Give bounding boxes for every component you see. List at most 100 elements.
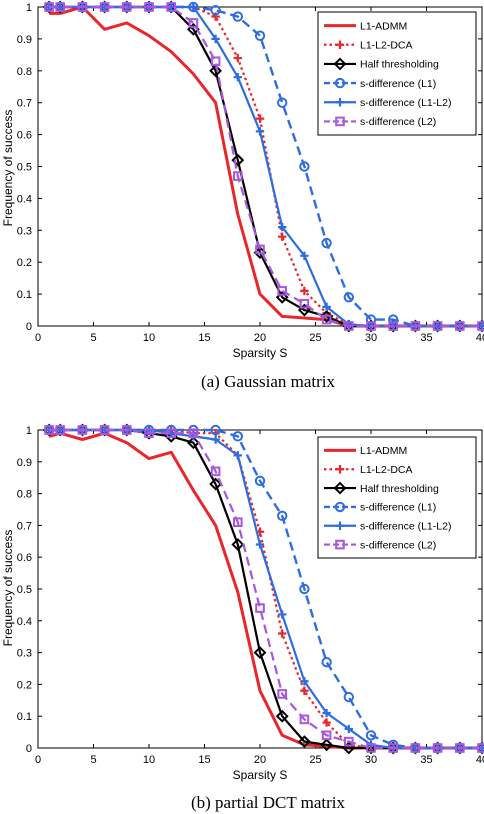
x-tick-label: 0 [35, 332, 41, 344]
data-point-marker [254, 30, 266, 41]
y-tick-label: 0.2 [17, 679, 32, 691]
data-point-marker [210, 4, 221, 16]
legend-marker [335, 116, 345, 127]
data-point-marker [321, 730, 332, 741]
legend-entry: s-difference (L1-L2) [360, 97, 451, 109]
y-tick-label: 0.2 [17, 257, 32, 269]
y-tick-label: 0.7 [17, 520, 32, 532]
data-point-marker [300, 286, 309, 296]
data-point-marker [77, 2, 88, 12]
data-point-marker [144, 428, 154, 438]
data-point-marker [278, 629, 287, 638]
data-point-marker [210, 424, 221, 436]
data-point-marker [477, 321, 484, 331]
data-point-marker [455, 743, 465, 753]
data-point-marker [477, 321, 484, 331]
legend-entry: L1-L2-DCA [360, 464, 413, 476]
x-tick-label: 10 [143, 754, 155, 766]
data-point-marker [231, 538, 245, 551]
data-point-marker [299, 298, 310, 309]
data-point-marker [344, 724, 353, 734]
legend-marker [335, 539, 345, 550]
y-tick-label: 1 [26, 2, 32, 14]
data-point-marker [189, 2, 198, 12]
data-point-marker [299, 583, 310, 595]
figure-caption: (b) partial DCT matrix [191, 793, 346, 812]
data-point-marker [432, 321, 443, 331]
legend-box [317, 11, 477, 136]
x-axis-label: Sparsity S [233, 346, 288, 360]
data-point-marker [320, 310, 334, 323]
legend-marker [335, 465, 345, 474]
y-tick-label: 0.9 [17, 457, 32, 469]
y-tick-label: 0.5 [17, 162, 32, 174]
data-point-marker [297, 735, 311, 749]
data-point-marker [365, 730, 377, 741]
x-tick-label: 20 [254, 754, 266, 766]
x-tick-label: 40 [476, 754, 484, 766]
data-point-marker [366, 321, 376, 331]
x-tick-label: 30 [365, 754, 377, 766]
legend: L1-ADMM L1-L2-DCA Half thresholding s-diffe… [317, 11, 477, 136]
x-tick-label: 0 [35, 754, 41, 766]
x-tick-label: 35 [420, 754, 432, 766]
legend-marker [335, 521, 345, 530]
data-point-marker [275, 709, 289, 723]
series-line [49, 428, 482, 750]
data-point-marker [186, 436, 200, 450]
data-point-marker [166, 2, 176, 12]
data-point-marker [232, 431, 244, 442]
y-tick-label: 1 [26, 425, 32, 437]
legend: L1-ADMM L1-L2-DCA Half thresholding s-diffe… [317, 436, 477, 559]
data-point-marker [388, 321, 398, 331]
figure-caption: (a) Gaussian matrix [201, 372, 336, 391]
data-point-marker [432, 743, 443, 753]
y-tick-label: 0.6 [17, 130, 32, 142]
data-point-marker [300, 677, 309, 686]
y-tick-label: 0.1 [17, 711, 32, 723]
data-point-marker [277, 689, 287, 699]
legend-entry: s-difference (L1-L2) [360, 521, 451, 533]
data-point-marker [388, 743, 398, 753]
y-tick-label: 0.4 [17, 193, 32, 205]
data-point-marker [255, 244, 265, 255]
legend-marker [334, 77, 346, 89]
data-point-marker [209, 477, 223, 491]
legend-entry: Half thresholding [360, 483, 439, 495]
series-s-difference-l2- [44, 425, 484, 753]
legend-marker [334, 501, 346, 513]
data-point-marker [300, 251, 309, 261]
data-point-marker [455, 321, 465, 331]
legend-marker [335, 40, 345, 49]
data-point-marker [44, 2, 54, 12]
data-point-marker [278, 232, 287, 241]
data-point-marker [344, 736, 354, 747]
data-point-marker [233, 72, 242, 82]
chart-panel-b: 0 5 10 15 20 25 30 35 40 0 0.1 0.2 0.3 0.4 0.5 0.6 0.7 0.… [1, 423, 484, 812]
data-point-marker [300, 686, 309, 695]
data-point-marker [211, 34, 220, 44]
data-point-marker [188, 18, 199, 28]
data-point-marker [233, 451, 242, 460]
data-point-marker [277, 97, 288, 108]
legend-entry: L1-L2-DCA [360, 40, 413, 52]
data-point-marker [166, 428, 176, 438]
legend-entry: Half thresholding [360, 59, 439, 71]
data-point-marker [277, 286, 287, 296]
y-tick-label: 0.1 [17, 289, 32, 301]
y-tick-label: 0.3 [17, 225, 32, 237]
legend-marker [333, 57, 347, 71]
data-point-marker [344, 321, 354, 331]
y-tick-label: 0.4 [17, 616, 32, 628]
legend-marker [333, 481, 347, 495]
data-point-marker [144, 2, 154, 12]
x-tick-label: 15 [198, 754, 210, 766]
data-point-marker [299, 161, 310, 172]
series-line [49, 5, 482, 328]
x-tick-label: 25 [309, 332, 321, 344]
x-tick-label: 35 [420, 332, 432, 344]
y-tick-label: 0.5 [17, 584, 32, 596]
legend-marker [335, 98, 345, 107]
data-point-marker [366, 743, 376, 753]
data-point-marker [231, 153, 245, 167]
